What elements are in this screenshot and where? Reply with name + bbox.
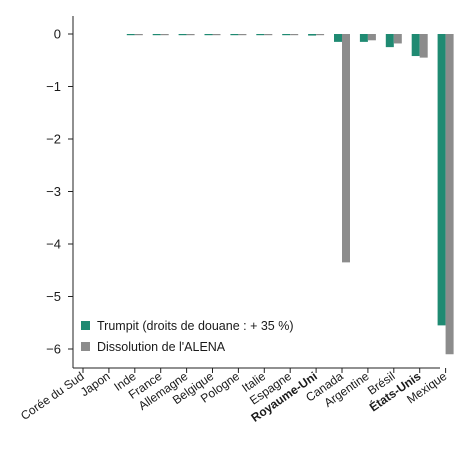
bar-trumpit [204,34,213,36]
bar-trumpit [282,34,291,36]
bar-alena [316,34,325,36]
bar-trumpit [152,34,161,36]
bar-trumpit [411,34,420,57]
bar-trumpit [230,34,239,36]
y-axis-ticks: 0 −1 −2 −3 −4 −5 −6 [46,27,73,357]
bar-trumpit [385,34,394,48]
bar-alena [238,34,247,36]
x-tick-label: Corée du Sud [18,369,87,423]
bar-alena [419,34,428,58]
bar-alena [212,34,221,36]
y-tick-label: −5 [46,289,61,304]
bar-alena [445,34,454,355]
bar-trumpit [437,34,446,326]
bar-alena [134,34,143,36]
bar-trumpit [334,34,342,42]
bar-alena [186,34,195,36]
bar-trumpit [126,34,135,36]
chart-bars [126,34,454,355]
bar-trumpit [359,34,368,42]
bar-trumpit [256,34,265,36]
bar-alena [393,34,402,44]
y-tick-label: −3 [46,184,61,199]
chart-axes [72,16,440,369]
bar-alena [160,34,169,36]
bar-alena [290,34,299,36]
bar-alena [342,34,350,263]
legend-swatch-alena [81,342,90,351]
y-tick-label: −2 [46,132,61,147]
x-tick-label: Japon [78,369,113,399]
bar-trumpit [178,34,187,36]
bar-alena [367,34,376,41]
y-tick-label: −6 [46,342,61,357]
legend-label-trumpit: Trumpit (droits de douane : + 35 %) [97,319,294,333]
bar-trumpit [308,34,317,36]
x-axis-ticks: Corée du SudJaponIndeFranceAllemagneBelg… [18,368,450,425]
legend-label-alena: Dissolution de l'ALENA [97,340,226,354]
legend-swatch-trumpit [81,321,90,330]
chart-legend: Trumpit (droits de douane : + 35 %) Diss… [81,319,294,354]
y-tick-label: −1 [46,79,61,94]
bar-alena [264,34,273,36]
y-tick-label: −4 [46,237,61,252]
y-tick-label: 0 [54,27,61,42]
